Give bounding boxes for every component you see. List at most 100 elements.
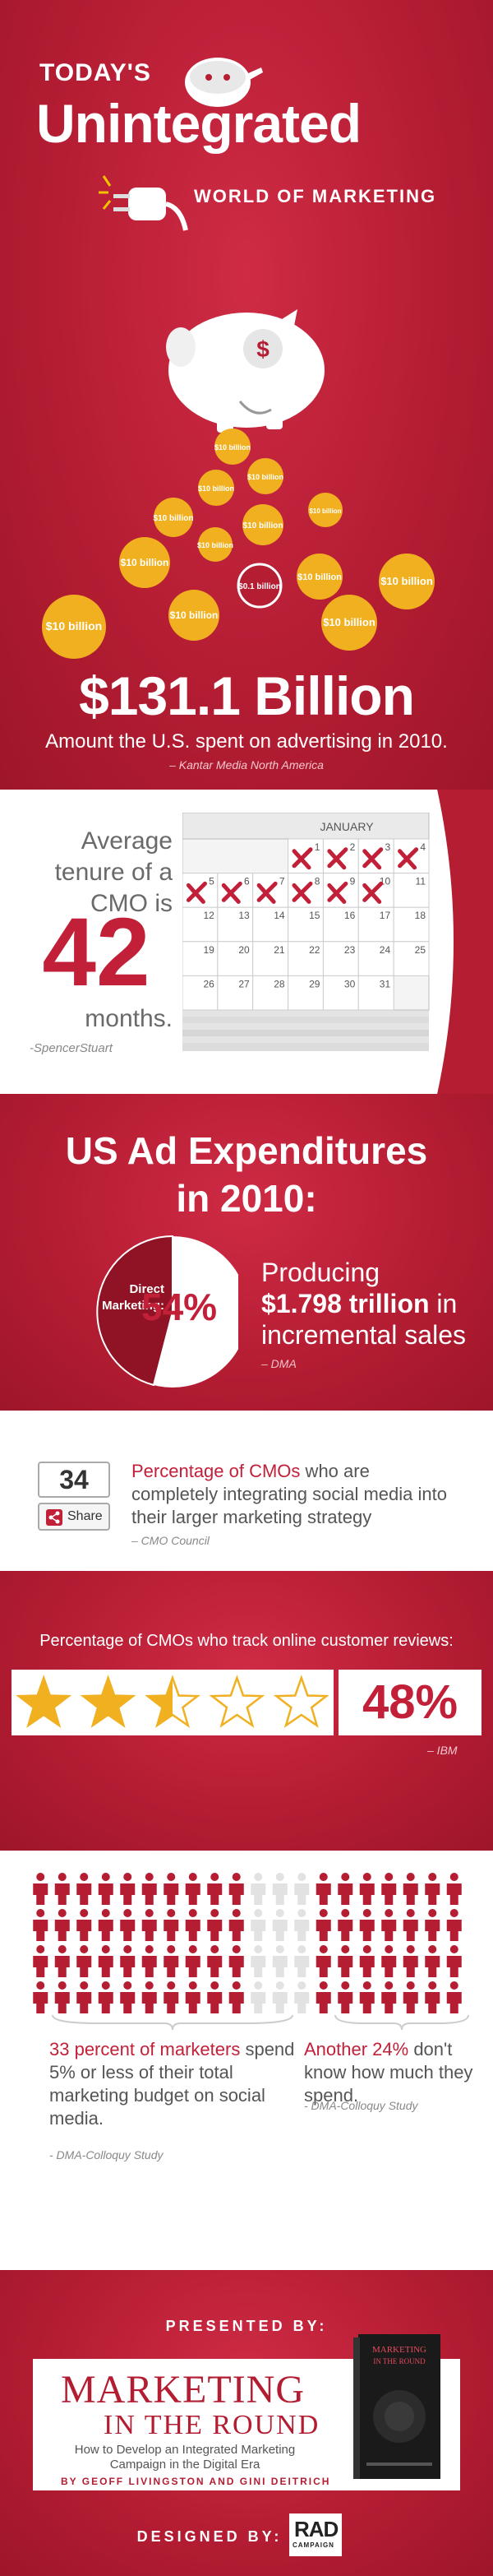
person-icon (120, 1945, 136, 1977)
person-icon (207, 1909, 223, 1941)
tenure-line1: Average tenure of a CMO is (54, 827, 173, 917)
ad-expenditure-section: US Ad Expenditures in 2010: Direct Marke… (0, 1094, 493, 1411)
calendar-day: 6 (244, 876, 250, 887)
book-promo[interactable]: MARKETING IN THE ROUND How to Develop an… (33, 2334, 460, 2490)
person-icon (185, 1909, 200, 1941)
person-icon (381, 1909, 397, 1941)
coin: $10 billion (154, 498, 193, 537)
person-icon (33, 1945, 48, 1977)
person-icon (228, 1981, 244, 2013)
person-icon (272, 1909, 288, 1941)
calendar-day: 29 (309, 978, 320, 989)
person-icon (338, 1945, 353, 1977)
calendar-cell (252, 906, 289, 943)
svg-text:$10 billion: $10 billion (380, 575, 433, 587)
svg-text:$10 billion: $10 billion (121, 557, 169, 568)
person-icon (33, 1981, 48, 2013)
person-icon (76, 1873, 92, 1905)
ad-title: US Ad Expenditures in 2010: (0, 1127, 493, 1222)
calendar-day: 30 (344, 978, 356, 989)
producing-text: Producing $1.798 trillion in incremental… (261, 1257, 466, 1351)
rad-campaign-logo[interactable]: RAD CAMPAIGN (289, 2513, 342, 2556)
calendar-day: 15 (309, 910, 320, 921)
person-icon (359, 1981, 375, 2013)
producing-post: incremental sales (261, 1320, 466, 1350)
star (273, 1675, 329, 1728)
producing-in: in (436, 1289, 458, 1318)
ad-title-line2: in 2010: (176, 1177, 317, 1220)
header-section: TODAY'S Unintegrated WORLD OF MARKETING … (0, 0, 493, 790)
person-icon (76, 1945, 92, 1977)
person-icon (359, 1945, 375, 1977)
calendar-day: 16 (344, 910, 356, 921)
person-icon (272, 1873, 288, 1905)
producing-pre: Producing (261, 1258, 380, 1287)
direct-marketing-pie (96, 1235, 238, 1388)
coin: $10 billion (214, 429, 251, 465)
person-icon (98, 1909, 113, 1941)
calendar-cell (322, 906, 359, 943)
person-icon (54, 1981, 70, 2013)
tenure-section: Average tenure of a CMO is 42 months. -S… (0, 790, 493, 1094)
person-icon (446, 1981, 462, 2013)
calendar-cell (288, 975, 324, 1011)
person-icon (120, 1981, 136, 2013)
person-icon (228, 1909, 244, 1941)
calendar-x-mark (186, 881, 207, 904)
coin-small: $0.1 billion (237, 563, 283, 609)
person-icon (164, 1981, 179, 2013)
coin: $10 billion (297, 554, 343, 600)
tenure-number: 42 (42, 898, 150, 1007)
person-icon (207, 1981, 223, 2013)
person-icon (425, 1873, 440, 1905)
calendar-cell (252, 975, 289, 1011)
person-icon (185, 1873, 200, 1905)
star (209, 1675, 265, 1728)
svg-text:$0.1 billion: $0.1 billion (238, 582, 281, 591)
calendar-day: 19 (203, 944, 214, 956)
calendar-day: 27 (238, 978, 250, 989)
person-icon (228, 1945, 244, 1977)
calendar-cell (357, 975, 394, 1011)
calendar-day: 3 (385, 841, 390, 853)
book-authors: BY GEOFF LIVINGSTON AND GINI DEITRICH (61, 2476, 331, 2487)
budget-highlight-2: Another 24% (304, 2039, 409, 2059)
svg-text:$: $ (256, 336, 270, 362)
coin: $10 billion (242, 504, 283, 545)
svg-text:$10 billion: $10 billion (46, 619, 102, 632)
calendar-day: 22 (309, 944, 320, 956)
person-icon (359, 1909, 375, 1941)
person-icon (228, 1873, 244, 1905)
person-icon (294, 1909, 310, 1941)
person-icon (207, 1945, 223, 1977)
calendar-x-mark (362, 881, 384, 904)
pie-slice-label: Direct Marketing: (102, 1282, 164, 1313)
calendar-day: 2 (350, 841, 356, 853)
person-icon (425, 1909, 440, 1941)
calendar-day: 25 (415, 944, 426, 956)
person-icon (316, 1981, 331, 2013)
share-button[interactable]: Share (38, 1503, 110, 1531)
svg-text:$10 billion: $10 billion (197, 541, 233, 549)
pie-slice-value: 54% (141, 1286, 218, 1328)
person-icon (272, 1981, 288, 2013)
plug-socket-icon (185, 58, 263, 107)
calendar-month: JANUARY (320, 820, 374, 833)
book-title-2: IN THE ROUND (104, 2410, 320, 2440)
coin: $10 billion (379, 554, 435, 609)
budget-text-1: 33 percent of marketers spend 5% or less… (49, 2038, 296, 2130)
reviews-percent: 48% (339, 1670, 481, 1735)
person-icon (185, 1981, 200, 2013)
coin: $10 billion (198, 470, 234, 506)
person-icon (120, 1873, 136, 1905)
person-icon (141, 1945, 157, 1977)
svg-text:$10 billion: $10 billion (214, 443, 251, 452)
share-icon (46, 1509, 62, 1526)
svg-text:$10 billion: $10 billion (170, 609, 219, 621)
person-icon (316, 1945, 331, 1977)
calendar-cell (393, 941, 430, 976)
person-icon (251, 1909, 266, 1941)
header-kicker: TODAY'S (39, 59, 151, 86)
